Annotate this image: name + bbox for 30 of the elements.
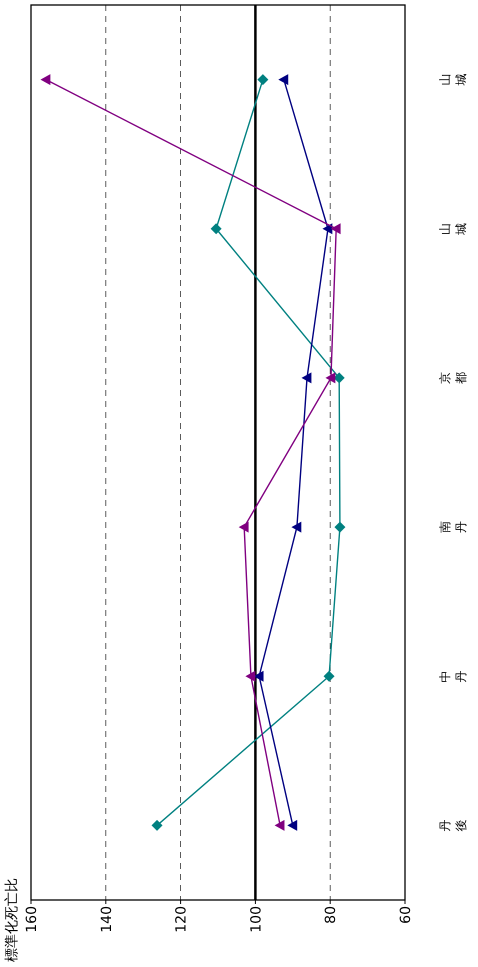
y-axis-title: 標準化死亡比 [4, 878, 20, 962]
point [274, 820, 284, 831]
x-tick-label: 100 [248, 906, 264, 933]
point [254, 670, 264, 682]
x-tick-label: 80 [323, 906, 340, 924]
point [302, 372, 312, 384]
y-tick-label: 山城 [438, 222, 468, 236]
point [334, 522, 346, 533]
y-tick-label: 京都 [438, 372, 468, 384]
y-tick-label: 南丹 [438, 521, 468, 534]
y-tick-label: 丹後 [438, 819, 468, 832]
point [291, 522, 302, 533]
point [40, 74, 50, 86]
point [287, 820, 298, 831]
point [257, 74, 268, 86]
x-tick-label: 60 [398, 906, 414, 924]
x-tick-label: 120 [174, 906, 190, 933]
point [334, 372, 345, 384]
point [152, 820, 163, 831]
y-tick-label: 山城 [438, 74, 468, 87]
point [238, 522, 249, 533]
point [324, 670, 335, 682]
point [278, 74, 288, 86]
point [325, 372, 336, 384]
x-tick-label: 160 [24, 906, 40, 933]
point [210, 223, 222, 234]
point [330, 223, 341, 234]
y-tick-label: 中丹 [438, 670, 468, 682]
point [245, 670, 256, 682]
x-tick-label: 140 [98, 906, 115, 933]
